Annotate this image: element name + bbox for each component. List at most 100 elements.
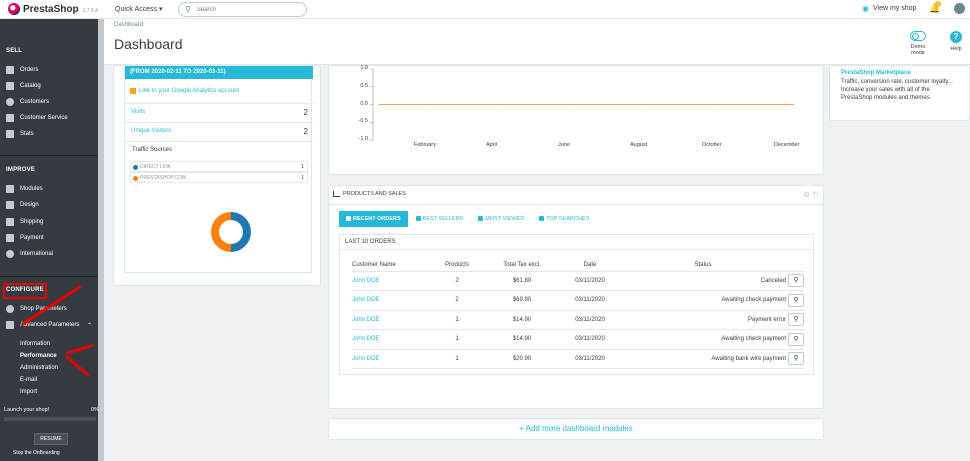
notification-badge: 2	[935, 1, 941, 7]
truck-icon	[6, 218, 14, 226]
data-point	[569, 103, 571, 106]
view-order-button[interactable]: ⚲	[788, 313, 804, 327]
customer-name[interactable]: John DOE	[352, 310, 430, 330]
view-order-button[interactable]: ⚲	[788, 274, 804, 288]
quick-access-dropdown[interactable]: Quick Access ▾	[115, 6, 163, 13]
view-order-button[interactable]: ⚲	[788, 293, 804, 307]
google-analytics-link[interactable]: Link to your Google Analytics account	[130, 88, 239, 94]
tab-label: TOP SEARCHES	[546, 216, 590, 222]
chevron-up-icon[interactable]: ⌃	[87, 323, 93, 329]
tab-recent-orders[interactable]: RECENT ORDERS	[339, 211, 408, 227]
gear-icon[interactable]: ⚙	[802, 190, 811, 199]
legend-dot	[133, 176, 138, 181]
user-avatar-icon[interactable]	[954, 3, 965, 14]
breadcrumb[interactable]: Dashboard	[114, 22, 144, 28]
submenu-item-information[interactable]: Information	[20, 341, 51, 347]
sidebar-item-design[interactable]: Design	[6, 201, 39, 209]
tab-label: MOST VIEWED	[485, 216, 525, 222]
customer-name[interactable]: John DOE	[352, 271, 430, 291]
demo-mode-toggle[interactable]: Demo mode	[906, 31, 930, 56]
bar-chart-icon	[6, 130, 14, 138]
visits-label[interactable]: Visits	[131, 109, 146, 115]
traffic-source-count: 1	[301, 164, 304, 170]
account-circle-icon	[6, 98, 14, 106]
order-status: Payment error	[620, 310, 786, 330]
order-date: 03/11/2020	[560, 349, 620, 369]
stop-onboarding-link[interactable]: Stop the OnBoarding	[13, 450, 60, 456]
order-total: $61.80	[484, 271, 560, 291]
submenu-item-import[interactable]: Import	[20, 389, 38, 395]
column-header: Total Tax excl.	[484, 260, 560, 272]
sidebar-item-international[interactable]: International	[6, 250, 53, 258]
submenu-item-administration[interactable]: Administration	[20, 365, 59, 371]
tab-most-viewed[interactable]: MOST VIEWED	[471, 211, 531, 227]
view-shop-label: View my shop	[872, 5, 917, 12]
page-title: Dashboard	[114, 36, 183, 52]
launch-progress-bar	[4, 417, 96, 421]
tab-best-sellers[interactable]: BEST SELLERS	[409, 211, 471, 227]
settings-applications-icon	[6, 321, 14, 329]
search-icon: ⚲	[793, 316, 799, 324]
traffic-source-row: PRESTASHOP.COM 1	[130, 172, 308, 183]
traffic-source-name: PRESTASHOP.COM	[140, 175, 187, 181]
submenu-item-performance[interactable]: Performance	[20, 353, 57, 359]
sidebar-item-stats[interactable]: Stats	[6, 130, 34, 138]
trophy-icon	[415, 215, 421, 221]
marketplace-title[interactable]: PrestaShop Marketplace	[841, 70, 911, 76]
search-input[interactable]	[196, 6, 297, 13]
order-status: Awaiting check payment	[620, 329, 786, 350]
help-button[interactable]: ? Help	[946, 31, 966, 52]
sidebar-item-advanced-parameters[interactable]: Advanced Parameters	[6, 321, 79, 329]
sidebar-item-modules[interactable]: Modules	[6, 185, 43, 193]
page-header: Dashboard Dashboard Demo mode ? Help	[104, 19, 970, 65]
search-box[interactable]: ⚲	[178, 2, 307, 17]
x-tick-label: August	[630, 142, 648, 148]
sidebar-item-catalog[interactable]: Catalog	[6, 82, 41, 90]
bell-icon[interactable]: 🔔	[929, 3, 941, 13]
sidebar-item-orders[interactable]: Orders	[6, 66, 38, 74]
sidebar-scrollbar[interactable]	[98, 19, 104, 461]
products-count: 1	[430, 310, 484, 330]
tab-top-searches[interactable]: TOP SEARCHES	[532, 211, 596, 227]
sidebar-item-payment[interactable]: Payment	[6, 234, 44, 242]
chat-icon	[6, 114, 14, 122]
sidebar: SELL Orders Catalog Customers Customer S…	[0, 19, 98, 461]
unique-visitors-value: 2	[303, 127, 308, 136]
view-order-button[interactable]: ⚲	[788, 352, 804, 366]
sidebar-item-label: Payment	[20, 235, 44, 241]
sidebar-item-shipping[interactable]: Shipping	[6, 218, 43, 226]
view-shop-link[interactable]: ◉ View my shop	[862, 4, 916, 13]
launch-shop-text: Launch your shop!	[4, 407, 50, 413]
view-order-button[interactable]: ⚲	[788, 332, 804, 346]
prestashop-logo[interactable]: PrestaShop 1.7.6.4	[8, 3, 98, 15]
sidebar-item-label: International	[20, 251, 54, 257]
sidebar-item-label: Modules	[20, 186, 43, 192]
table-row: John DOE 1 $14.90 03/11/2020 Payment err…	[352, 310, 804, 330]
sidebar-item-customer-service[interactable]: Customer Service	[6, 114, 68, 122]
customer-name[interactable]: John DOE	[352, 329, 430, 350]
unique-visitors-row: Unique Visitors 2	[125, 122, 313, 141]
table-row: John DOE 1 $20.90 03/11/2020 Awaiting ba…	[352, 349, 804, 369]
sidebar-item-customers[interactable]: Customers	[6, 98, 49, 106]
customer-name[interactable]: John DOE	[352, 349, 430, 369]
refresh-icon[interactable]: ↻	[812, 190, 819, 199]
submenu-item-email[interactable]: E-mail	[20, 377, 38, 383]
actions-cell: ⚲	[786, 310, 804, 330]
products-sales-panel: PRODUCTS AND SALES ⚙ ↻ RECENT ORDERS BES…	[328, 185, 824, 409]
scrollbar-thumb[interactable]	[98, 19, 104, 461]
order-total: $69.90	[484, 290, 560, 311]
column-header-actions	[786, 260, 804, 272]
order-date: 03/11/2020	[560, 329, 620, 350]
add-dashboard-modules-button[interactable]: + Add more dashboard modules	[328, 418, 824, 440]
unique-visitors-label[interactable]: Unique Visitors	[131, 128, 172, 134]
store-icon	[6, 82, 14, 90]
data-point	[713, 103, 715, 106]
order-date: 03/11/2020	[560, 290, 620, 311]
sidebar-item-label: Customer Service	[20, 115, 68, 121]
sidebar-item-label: Customers	[20, 99, 50, 105]
data-point	[785, 103, 787, 106]
resume-button[interactable]: RESUME	[34, 433, 68, 445]
version-label: 1.7.6.4	[82, 7, 98, 14]
customer-name[interactable]: John DOE	[352, 290, 430, 311]
search-icon[interactable]: ⚲	[185, 5, 191, 14]
